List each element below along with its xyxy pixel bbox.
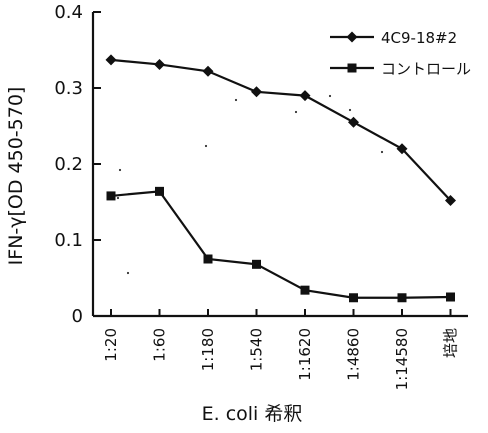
x-tick-label: 1:4860 [345,328,363,381]
series-2 [106,186,455,303]
x-axis-title: E. coli 希釈 [202,403,303,425]
speck [118,168,122,172]
data-point [202,65,214,77]
y-tick-label: 0.1 [54,230,83,251]
series-group [105,54,456,303]
data-point [349,293,358,303]
speck [348,108,352,112]
data-point [105,54,117,66]
y-axis-title: IFN-γ[OD 450-570] [5,87,27,266]
speck [380,150,384,154]
x-tick-label: 1:60 [151,328,169,362]
series-line [110,58,452,202]
x-tick-label: 培地 [442,328,460,358]
speck [294,110,298,114]
speck [328,94,332,98]
data-point [203,254,213,264]
scan-specks [116,94,384,275]
speck [126,271,130,275]
legend-entry-2: コントロール [330,60,471,78]
axes [91,12,468,318]
data-point [397,293,407,303]
data-point [155,186,164,196]
x-ticks: 1:20 1:60 1:180 1:540 1:1620 1:4860 1:14580 培地 [102,309,460,390]
y-tick-label: 0.3 [54,78,83,99]
legend: 4C9-18#2 コントロール [330,29,471,78]
x-tick-label: 1:540 [248,328,266,371]
x-tick-label: 1:20 [102,328,120,362]
speck [234,98,238,102]
y-tick-label: 0.2 [54,154,83,175]
legend-marker [346,31,358,43]
data-point [348,116,359,128]
series-1 [105,54,456,206]
data-point [445,194,456,206]
data-point [396,143,408,155]
speck [204,144,208,148]
y-tick-label: 0.4 [54,2,83,23]
legend-entry-1: 4C9-18#2 [330,29,457,47]
series-line [110,190,451,299]
x-tick-label: 1:14580 [393,328,411,390]
legend-label: コントロール [381,60,471,78]
legend-marker [347,63,357,73]
data-point [154,58,165,70]
y-ticks: 0 0.1 0.2 0.3 0.4 [54,2,101,327]
data-point [446,292,455,302]
data-point [300,285,310,295]
data-point [299,90,311,102]
x-tick-label: 1:180 [199,328,217,371]
speck [116,196,120,200]
x-tick-label: 1:1620 [296,328,314,381]
y-tick-label: 0 [72,306,83,327]
data-point [106,191,116,201]
data-point [252,259,261,269]
legend-label: 4C9-18#2 [381,29,457,47]
data-point [251,86,262,98]
